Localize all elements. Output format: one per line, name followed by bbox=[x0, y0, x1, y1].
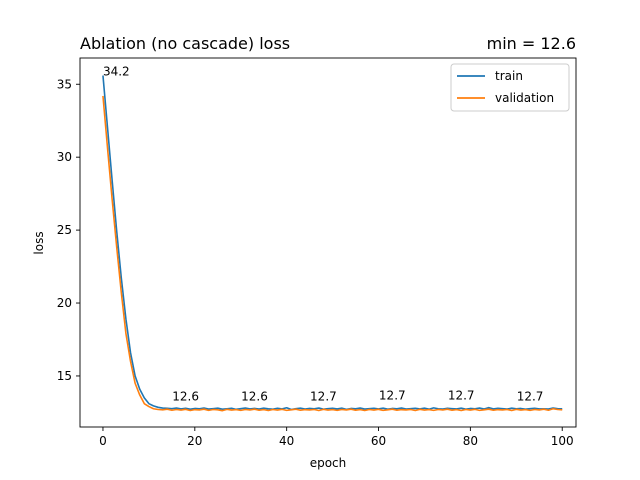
axis-ticks: 0 20 40 60 80 100 15 20 25 30 35 bbox=[57, 77, 574, 448]
chart-title: Ablation (no cascade) loss bbox=[80, 34, 290, 53]
x-tick-label: 20 bbox=[187, 434, 202, 448]
data-annotations: 34.2 12.6 12.6 12.7 12.7 12.7 12.7 bbox=[103, 65, 543, 404]
data-label: 12.6 bbox=[241, 390, 268, 404]
x-tick-label: 40 bbox=[279, 434, 294, 448]
data-label: 12.7 bbox=[448, 388, 475, 402]
plot-area bbox=[102, 75, 563, 412]
x-tick-label: 80 bbox=[463, 434, 478, 448]
legend: train validation bbox=[450, 63, 570, 112]
chart-min-label: min = 12.6 bbox=[487, 34, 576, 53]
y-tick-label: 20 bbox=[57, 296, 72, 310]
data-label: 12.6 bbox=[172, 390, 199, 404]
y-axis-label: loss bbox=[32, 231, 46, 254]
data-label: 34.2 bbox=[103, 65, 130, 79]
legend-label-validation: validation bbox=[495, 91, 554, 105]
x-tick-label: 100 bbox=[551, 434, 574, 448]
x-axis-label: epoch bbox=[310, 456, 347, 470]
data-label: 12.7 bbox=[517, 390, 544, 404]
y-tick-label: 30 bbox=[57, 150, 72, 164]
y-tick-label: 15 bbox=[57, 369, 72, 383]
series-line-validation bbox=[102, 95, 563, 412]
series-line-train bbox=[102, 75, 563, 411]
data-label: 12.7 bbox=[379, 388, 406, 402]
data-label: 12.7 bbox=[310, 390, 337, 404]
legend-label-train: train bbox=[495, 69, 523, 83]
x-tick-label: 60 bbox=[371, 434, 386, 448]
y-tick-label: 35 bbox=[57, 77, 72, 91]
x-tick-label: 0 bbox=[99, 434, 107, 448]
axes-frame bbox=[79, 57, 577, 428]
y-tick-label: 25 bbox=[57, 223, 72, 237]
